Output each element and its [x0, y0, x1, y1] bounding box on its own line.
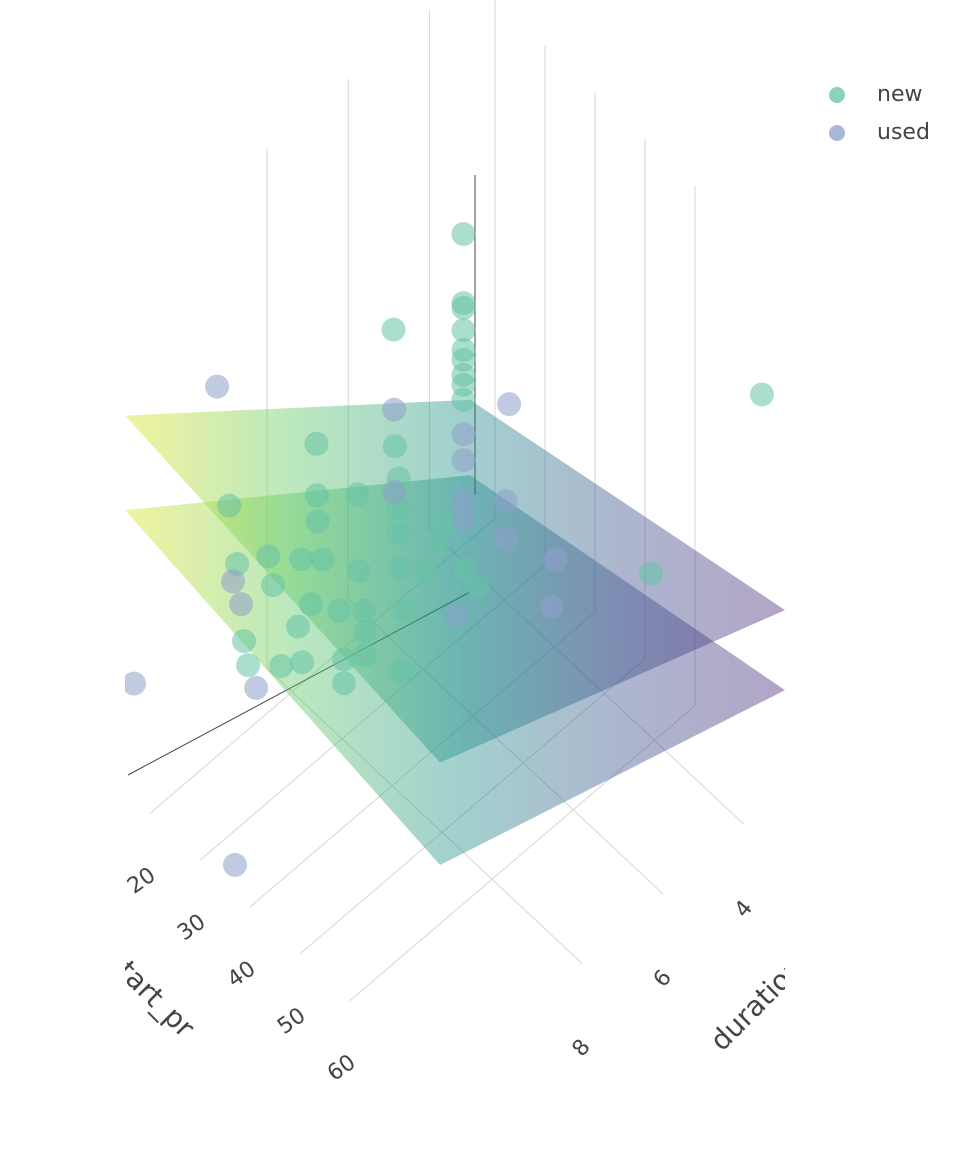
data-point: [749, 382, 774, 407]
data-point: [382, 397, 407, 422]
tick-labels: 20 30 40 50 60 4 6 8: [123, 863, 758, 1087]
data-point: [332, 647, 356, 672]
data-point: [493, 527, 518, 552]
data-point: [232, 629, 256, 654]
data-point: [465, 573, 490, 598]
data-point: [298, 592, 323, 617]
data-point: [352, 642, 377, 667]
data-point: [305, 509, 330, 534]
data-point: [451, 318, 476, 343]
data-point: [381, 317, 406, 342]
data-point: [543, 547, 568, 572]
surfaces: [125, 399, 785, 866]
data-point: [261, 573, 286, 598]
data-point: [236, 653, 261, 678]
data-point: [223, 852, 247, 877]
data-point: [445, 603, 469, 628]
data-point: [125, 671, 147, 696]
data-point: [352, 619, 377, 644]
data-point: [497, 392, 522, 417]
data-point: [451, 508, 476, 533]
data-point: [382, 434, 407, 459]
x-tick-label: 40: [223, 956, 260, 993]
data-point: [433, 511, 458, 536]
data-point: [269, 654, 294, 679]
surface: [125, 475, 785, 866]
legend-marker: [829, 125, 845, 141]
data-point: [310, 547, 335, 572]
y-tick-label: 6: [649, 965, 677, 992]
data-point: [244, 675, 269, 700]
data-point: [286, 614, 311, 639]
data-point: [425, 532, 450, 557]
data-point: [289, 547, 314, 572]
data-point: [305, 483, 330, 508]
data-point: [451, 387, 476, 412]
data-point: [217, 493, 242, 518]
x-tick-label: 50: [273, 1003, 310, 1040]
x-axis-title: start_pr: [101, 944, 201, 1044]
data-point: [413, 560, 438, 585]
legend-marker: [829, 87, 845, 103]
data-point: [451, 295, 476, 320]
legend-label: used: [877, 120, 930, 145]
data-point: [451, 448, 476, 473]
x-tick-label: 60: [323, 1050, 360, 1087]
data-point: [304, 431, 329, 456]
data-point: [205, 374, 230, 399]
data-point: [392, 598, 417, 623]
data-point: [346, 559, 371, 584]
data-point: [493, 489, 518, 514]
data-point: [386, 521, 411, 546]
scene: start_pr duration: [101, 0, 811, 1058]
data-point: [221, 569, 246, 594]
y-axis-title: duration: [704, 951, 811, 1058]
data-point: [290, 650, 315, 675]
legend: new used: [829, 82, 930, 145]
data-point: [345, 482, 370, 507]
data-point: [390, 659, 415, 684]
data-point: [352, 598, 377, 623]
y-tick-label: 8: [568, 1035, 596, 1062]
points: [125, 222, 774, 877]
data-point: [256, 544, 281, 569]
data-point: [327, 598, 352, 623]
data-point: [388, 556, 413, 581]
data-point: [451, 222, 476, 247]
data-point: [229, 592, 254, 617]
data-point: [382, 479, 407, 504]
data-point: [451, 488, 476, 513]
x-tick-label: 20: [123, 863, 160, 900]
data-point: [332, 671, 356, 696]
legend-label: new: [877, 82, 922, 107]
y-tick-label: 4: [730, 896, 758, 923]
data-point: [451, 422, 476, 447]
x-tick-label: 30: [173, 910, 210, 947]
data-point: [539, 594, 564, 619]
data-point: [639, 561, 663, 586]
